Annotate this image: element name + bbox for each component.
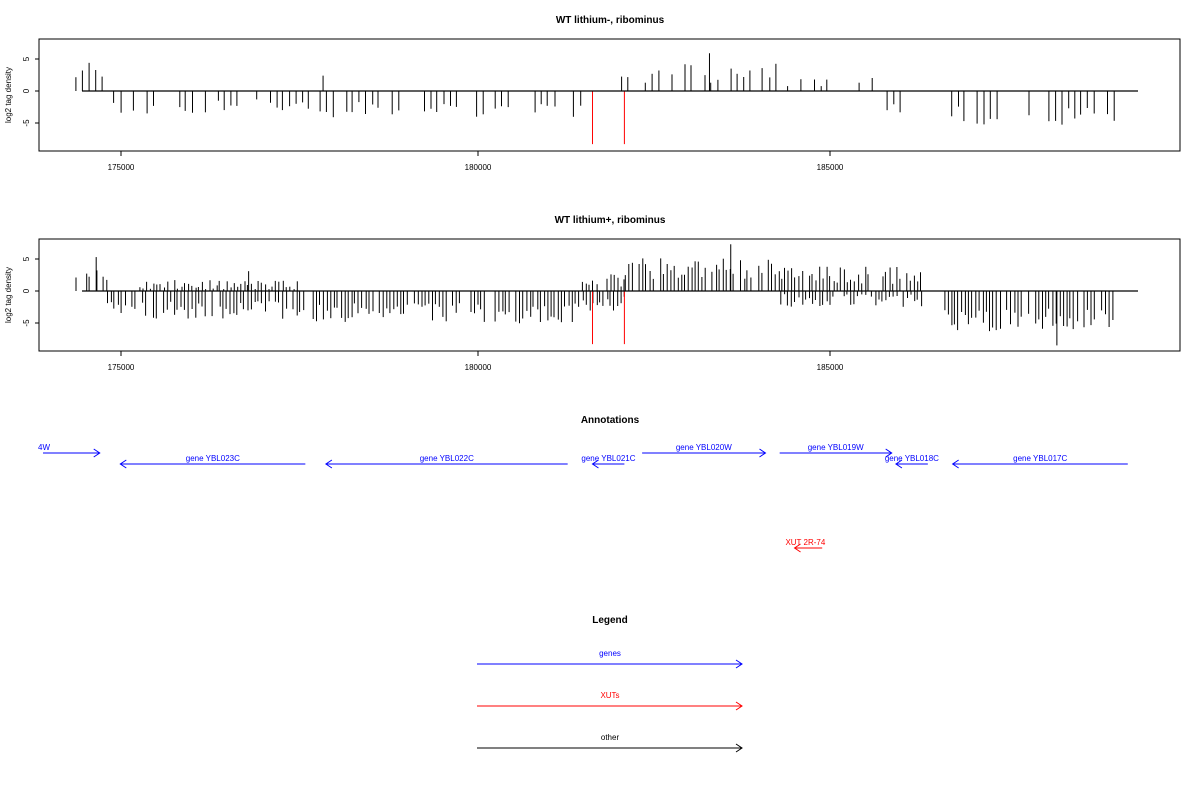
xut-arrow	[793, 543, 823, 553]
track-panel-lithium-plus: WT lithium+, ribominus log2 tag density …	[4, 215, 1181, 372]
panel-title: WT lithium-, ribominus	[556, 15, 665, 26]
gene-label: gene YBL020W	[676, 443, 732, 452]
y-axis: 5 0 -5	[22, 56, 39, 127]
annotations-title: Annotations	[581, 415, 640, 426]
gene-label: 4W	[38, 443, 50, 452]
x-axis: 175000 180000 185000	[108, 351, 844, 372]
gene-arrow	[642, 448, 767, 458]
x-tick-label: 185000	[817, 163, 844, 172]
signal-bars	[75, 244, 1114, 346]
gene-label: gene YBL018C	[885, 454, 939, 463]
annotations-track: Annotations 4W gene YBL023C gene YBL022C ge…	[38, 415, 1128, 553]
legend-label: genes	[599, 649, 621, 658]
y-axis-label: log2 tag density	[4, 67, 13, 123]
legend-label: XUTs	[600, 691, 619, 700]
gene-arrow	[43, 448, 101, 458]
y-tick-label: 5	[22, 56, 31, 61]
y-tick-label: -5	[22, 319, 31, 327]
y-tick-label: 0	[22, 88, 31, 93]
legend-arrow	[477, 659, 743, 669]
x-tick-label: 175000	[108, 363, 135, 372]
gene-label: gene YBL017C	[1013, 454, 1067, 463]
xut-label: XUT 2R-74	[785, 538, 825, 547]
gene-arrow	[591, 459, 625, 469]
gene-arrows: 4W gene YBL023C gene YBL022C gene YBL021C ge…	[38, 443, 1128, 469]
y-axis-label: log2 tag density	[4, 267, 13, 323]
xut-arrows: XUT 2R-74	[785, 538, 826, 553]
legend-arrow	[477, 701, 743, 711]
signal-bars	[75, 53, 1115, 145]
gene-label: gene YBL023C	[186, 454, 240, 463]
gene-label: gene YBL022C	[420, 454, 474, 463]
legend-label: other	[601, 733, 620, 742]
gene-label: gene YBL021C	[581, 454, 635, 463]
x-tick-label: 185000	[817, 363, 844, 372]
gene-arrow	[951, 459, 1128, 469]
gene-arrow	[119, 459, 306, 469]
legend-arrow	[477, 743, 743, 753]
x-tick-label: 180000	[465, 163, 492, 172]
y-axis: 5 0 -5	[22, 256, 39, 327]
legend-title: Legend	[592, 615, 628, 626]
gene-arrow	[779, 448, 893, 458]
gene-label: gene YBL019W	[808, 443, 864, 452]
gene-arrow	[324, 459, 568, 469]
track-panel-lithium-minus: WT lithium-, ribominus log2 tag density …	[4, 15, 1181, 172]
x-tick-label: 180000	[465, 363, 492, 372]
y-tick-label: 5	[22, 256, 31, 261]
legend-items: genes XUTs other	[477, 649, 743, 753]
x-tick-label: 175000	[108, 163, 135, 172]
plot-frame	[38, 238, 1181, 352]
legend: Legend genes XUTs other	[477, 615, 743, 753]
plot-frame	[38, 38, 1181, 152]
panel-title: WT lithium+, ribominus	[555, 215, 666, 226]
y-tick-label: 0	[22, 288, 31, 293]
gene-arrow	[895, 459, 928, 469]
y-tick-label: -5	[22, 119, 31, 127]
x-axis: 175000 180000 185000	[108, 151, 844, 172]
